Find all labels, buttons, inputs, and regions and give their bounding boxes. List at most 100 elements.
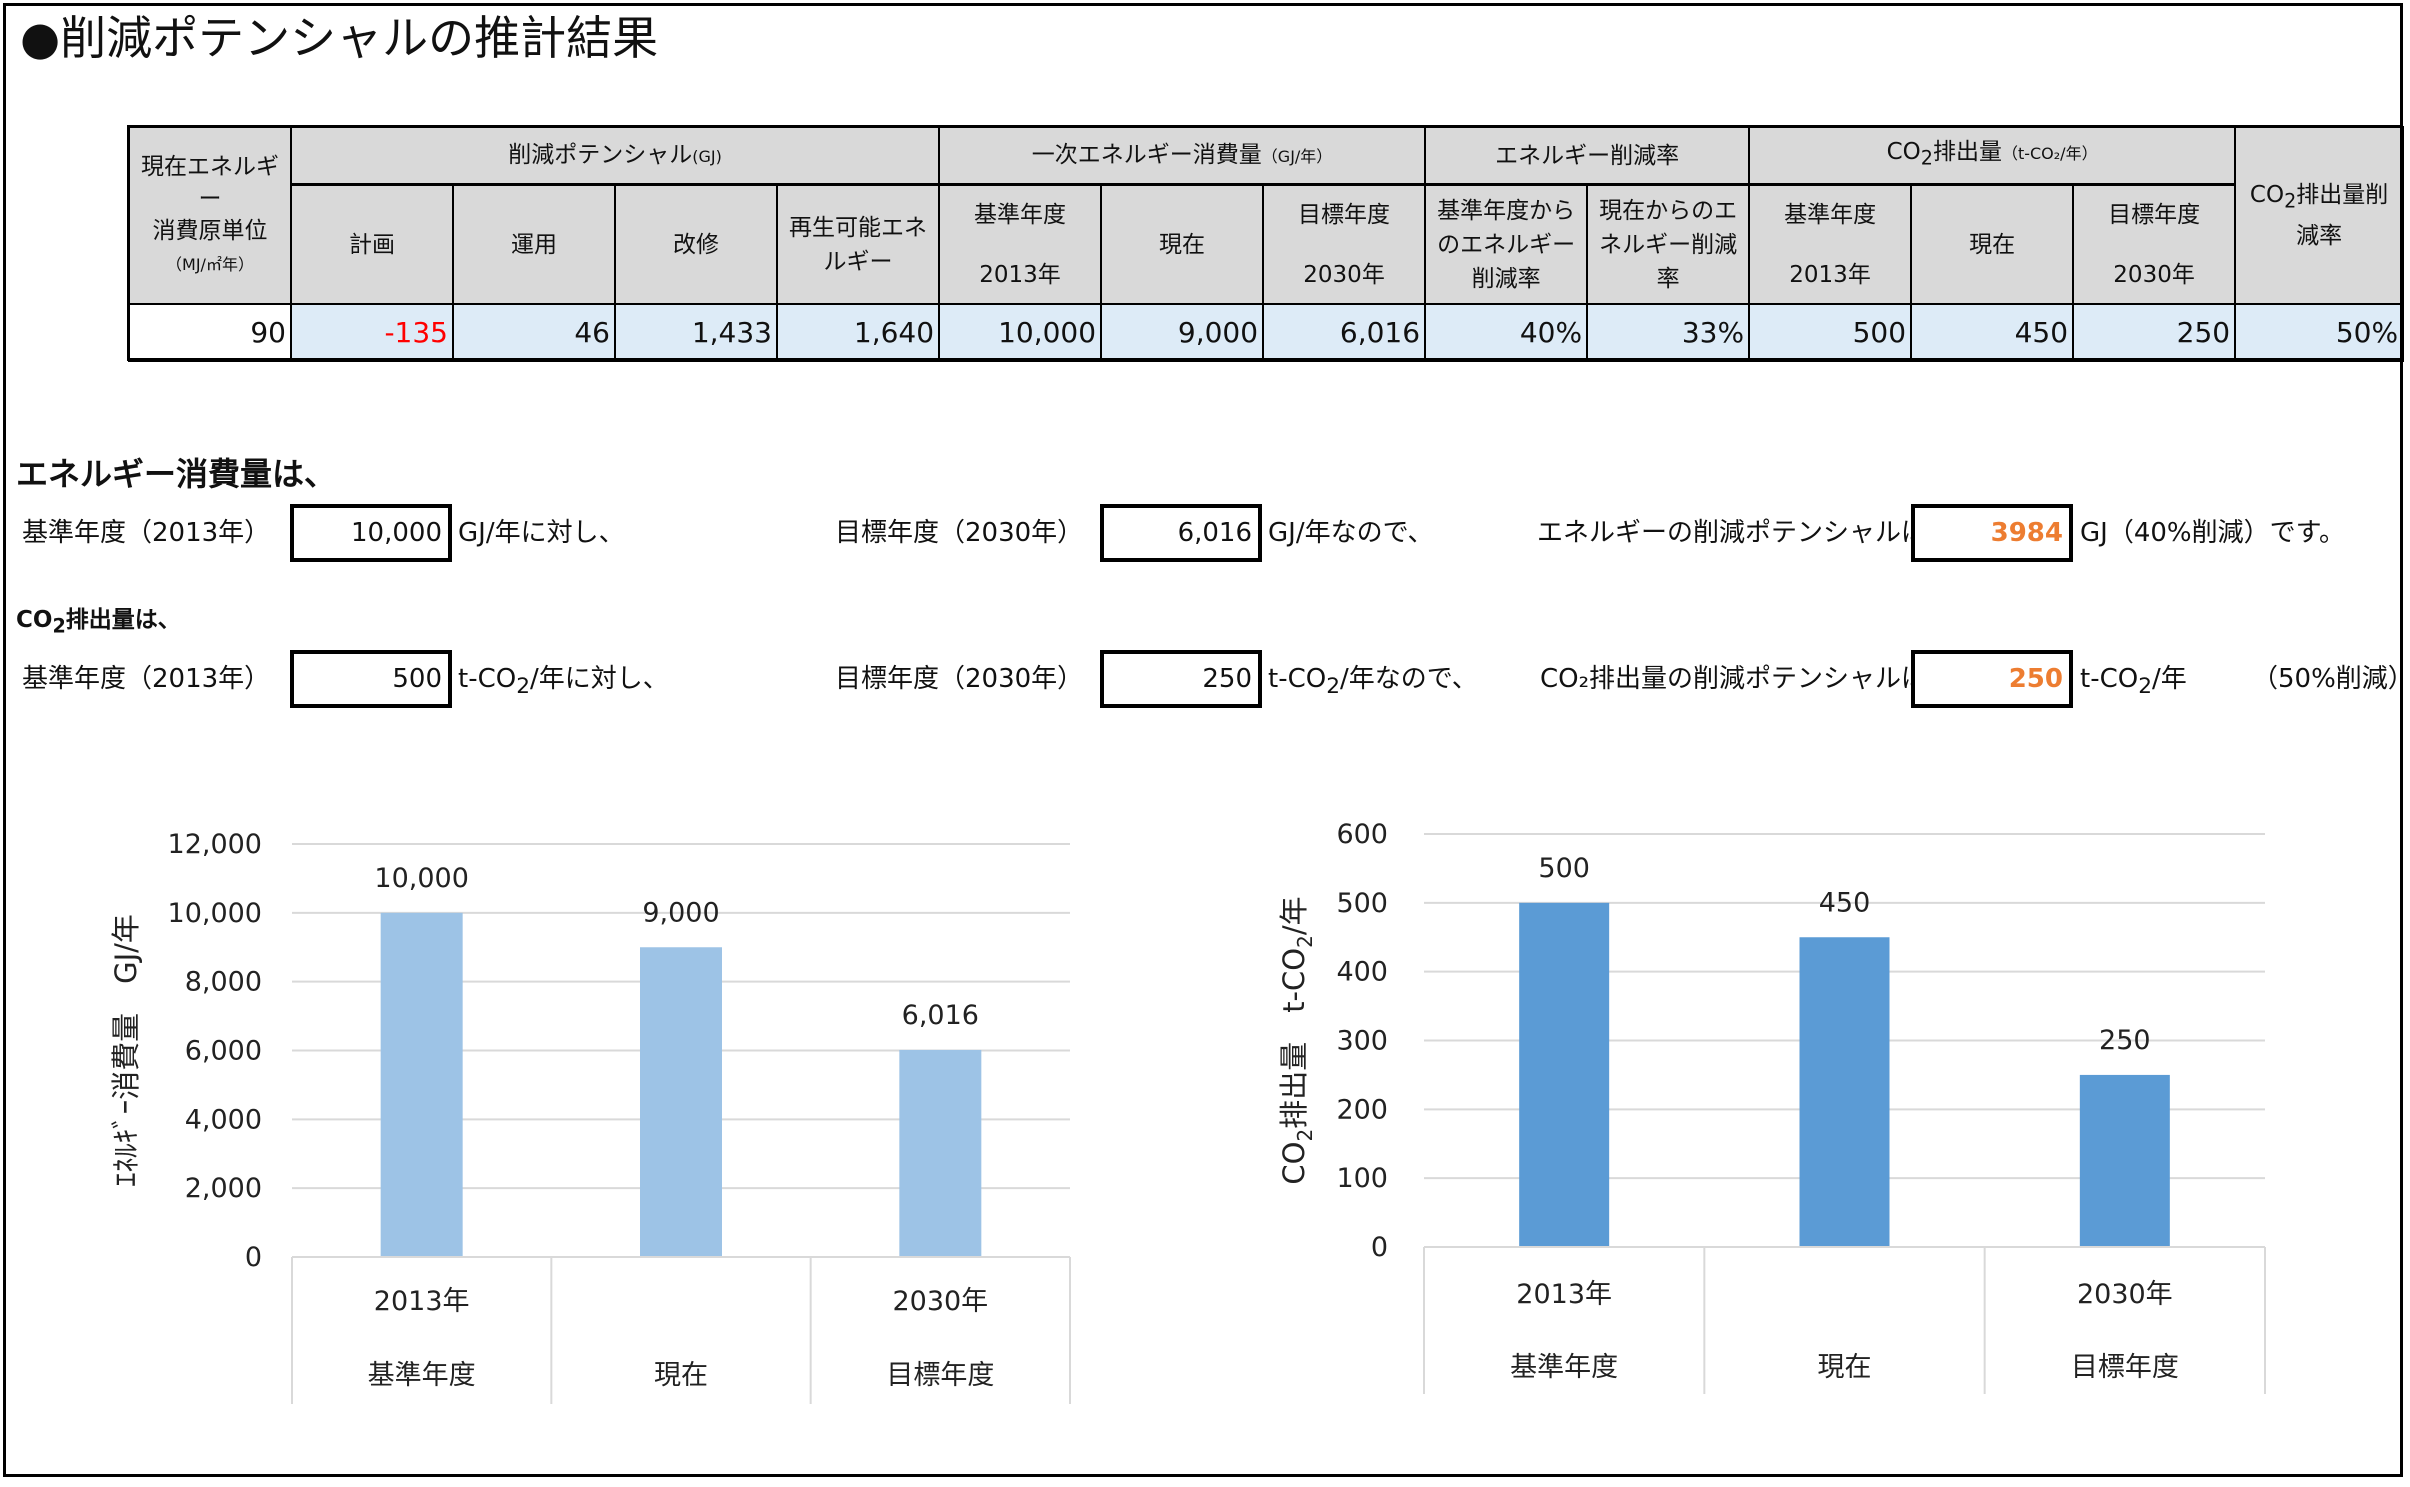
co2-percent-note: （50%削減） [2252,664,2410,694]
y-tick-label: 2,000 [185,1173,262,1204]
bar [899,1049,982,1257]
col-co2-base: 基準年度 2013年 [1748,183,1913,305]
y-tick-label: 6,000 [185,1036,262,1067]
y-tick-label: 100 [1336,1163,1388,1194]
co2-base-label: 基準年度（2013年） [22,664,271,694]
primary-energy-group-header: 一次エネルギー消費量（GJ/年） [938,126,1427,186]
y-axis-label-part: 排出量 t-CO [1277,948,1311,1129]
energy-target-value: 6,016 [1100,504,1262,562]
col-renovation: 改修 [614,183,778,305]
co2-target-label: 目標年度（2030年） [835,664,1084,694]
y-tick-label: 0 [245,1242,262,1273]
category-label: 2030年 [892,1286,988,1317]
bar [2079,1074,2170,1247]
table-row: 90 -135 46 1,433 1,640 10,000 9,000 6,01… [128,303,2405,362]
data-label: 9,000 [642,897,719,928]
cell-co2-current: 450 [1910,303,2075,362]
cell-co2-base: 500 [1748,303,1913,362]
cell-operation: 46 [452,303,616,362]
category-sublabel: 基準年度 [368,1360,476,1391]
data-label: 10,000 [374,863,468,894]
col-primary-target: 目標年度 2030年 [1262,183,1427,305]
col-operation: 運用 [452,183,616,305]
category-label: 2030年 [2077,1279,2173,1310]
co2-potential-suffix: t-CO2/年 [2080,664,2187,700]
category-sublabel: 目標年度 [886,1360,994,1391]
reduction-group-header: 削減ポテンシャル(GJ) [289,126,941,186]
energy-consumption-chart: 0 2,000 4,000 6,000 8,000 10,000 12,000 10,000 2… [109,829,1071,1404]
cell-plan: -135 [290,303,454,362]
energy-base-value: 10,000 [290,504,452,562]
cell-co2-target: 250 [2072,303,2237,362]
bar [1799,937,1890,1247]
y-tick-label: 500 [1336,888,1388,919]
energy-potential-suffix: GJ（40%削減）です。 [2080,518,2346,548]
col-primary-base: 基準年度 2013年 [938,183,1103,305]
cell-primary-target: 6,016 [1262,303,1427,362]
energy-base-label: 基準年度（2013年） [22,518,271,548]
co2-base-value: 500 [290,650,452,708]
category-sublabel: 目標年度 [2071,1352,2179,1383]
category-sublabel: 現在 [654,1360,708,1391]
data-label: 450 [1819,887,1871,918]
co2-group-header: CO2排出量（t-CO₂/年） [1748,126,2237,186]
co2-target-suffix: t-CO2/年なので、 [1268,664,1478,700]
category-label: 2013年 [1516,1279,1612,1310]
cell-primary-base: 10,000 [938,303,1103,362]
energy-potential-label: エネルギーの削減ポテンシャルは [1537,518,1928,548]
co2-rate-header: CO2排出量削減率 [2234,126,2405,305]
cell-rate-from-current: 33% [1586,303,1751,362]
summary-table: 現在エネルギー 消費原単位 （MJ/㎡年） 削減ポテンシャル(GJ) 一次エネル… [128,126,2405,362]
cell-co2-rate: 50% [2234,303,2405,362]
y-axis-label-part: CO [1277,1142,1311,1185]
bar [380,912,463,1257]
y-axis-label-part: ｴﾈﾙｷﾞｰ消費量 GJ/年 [109,914,143,1187]
category-sublabel: 現在 [1818,1352,1872,1383]
y-tick-label: 8,000 [185,967,262,998]
cell-unit-value: 90 [128,303,292,362]
y-axis-label: ｴﾈﾙｷﾞｰ消費量 GJ/年 [109,914,143,1187]
co2-potential-value: 250 [1911,650,2073,708]
energy-rate-group-header: エネルギー削減率 [1424,126,1751,186]
y-tick-label: 10,000 [168,898,262,929]
co2-potential-label: CO₂排出量の削減ポテンシャルは [1540,664,1928,694]
page-frame [3,3,2403,1477]
y-tick-label: 4,000 [185,1104,262,1135]
energy-potential-value: 3984 [1911,504,2073,562]
energy-target-suffix: GJ/年なので、 [1268,518,1434,548]
data-label: 500 [1538,853,1590,884]
y-axis-label-part: /年 [1277,896,1311,935]
bar [640,947,722,1257]
cell-rate-from-base: 40% [1424,303,1589,362]
energy-heading: エネルギー消費量は、 [16,455,337,493]
energy-base-suffix: GJ/年に対し、 [458,518,625,548]
y-tick-label: 200 [1336,1094,1388,1125]
col-rate-from-current: 現在からのエネルギー削減率 [1586,183,1751,305]
y-axis-label-part: 2 [1293,1129,1317,1142]
co2-base-suffix: t-CO2/年に対し、 [458,664,669,700]
col-co2-target: 目標年度 2030年 [2072,183,2237,305]
y-tick-label: 12,000 [168,829,262,860]
y-axis-label: CO2排出量 t-CO2/年 [1277,896,1317,1184]
bar [1519,902,1610,1247]
col-primary-current: 現在 [1100,183,1265,305]
category-label: 2013年 [374,1286,470,1317]
data-label: 6,016 [902,1000,979,1031]
col-plan: 計画 [290,183,454,305]
page-title: ●削減ポテンシャルの推計結果 [20,11,659,65]
y-tick-label: 0 [1371,1232,1388,1263]
co2-target-value: 250 [1100,650,1262,708]
unit-header: 現在エネルギー 消費原単位 （MJ/㎡年） [128,126,292,305]
data-label: 250 [2099,1025,2151,1056]
col-co2-current: 現在 [1910,183,2075,305]
category-sublabel: 基準年度 [1510,1352,1618,1383]
cell-primary-current: 9,000 [1100,303,1265,362]
y-tick-label: 400 [1336,957,1388,988]
y-axis-label-part: 2 [1293,935,1317,948]
y-tick-label: 600 [1336,819,1388,850]
cell-renewable: 1,640 [775,303,941,362]
y-tick-label: 300 [1336,1026,1388,1057]
cell-renovation: 1,433 [614,303,778,362]
col-renewable: 再生可能エネルギー [775,183,941,305]
